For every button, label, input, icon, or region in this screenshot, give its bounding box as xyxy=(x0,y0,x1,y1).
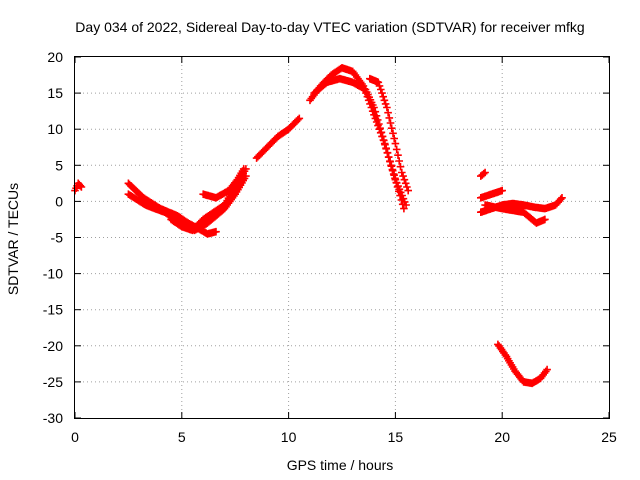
series-arc-5b xyxy=(477,186,506,202)
data-point-cluster xyxy=(481,201,549,227)
y-tick-label: -15 xyxy=(43,302,63,318)
y-tick-label: -30 xyxy=(43,410,63,426)
series-arc-2d xyxy=(199,165,248,202)
series-arc-6 xyxy=(494,340,551,388)
y-tick-label: 15 xyxy=(47,85,63,101)
x-tick-label: 20 xyxy=(494,429,510,445)
data-marks-layer xyxy=(71,64,566,388)
y-tick-label: -25 xyxy=(43,374,63,390)
series-arc-5a xyxy=(477,168,489,180)
data-point-cluster xyxy=(310,74,408,213)
series-arc-5d xyxy=(481,201,549,227)
y-axis-label: SDTVAR / TECUs xyxy=(5,183,21,295)
series-arc-4b xyxy=(310,74,408,213)
data-point-cluster xyxy=(477,168,489,180)
y-tick-label: -20 xyxy=(43,338,63,354)
data-point-cluster xyxy=(477,186,506,202)
y-tick-label: 5 xyxy=(55,157,63,173)
x-tick-label: 10 xyxy=(281,429,297,445)
chart-title: Day 034 of 2022, Sidereal Day-to-day VTE… xyxy=(75,19,584,35)
ticks-layer: 0 5 10 15 20 25 -30 -25 -20 -15 -10 -5 0 5 10 15 20 xyxy=(43,49,617,445)
data-point-cluster xyxy=(494,340,551,388)
y-tick-label: 20 xyxy=(47,49,63,65)
y-tick-label: -10 xyxy=(43,266,63,282)
series-arc-3 xyxy=(252,114,304,162)
series-arc-4c xyxy=(366,74,412,195)
x-tick-label: 0 xyxy=(71,429,79,445)
x-tick-label: 5 xyxy=(178,429,186,445)
x-tick-label: 25 xyxy=(601,429,617,445)
y-tick-label: 0 xyxy=(55,193,63,209)
y-tick-label: -5 xyxy=(51,230,64,246)
data-point-cluster xyxy=(199,165,248,202)
data-point-cluster xyxy=(366,74,412,195)
x-tick-label: 15 xyxy=(388,429,404,445)
y-tick-label: 10 xyxy=(47,121,63,137)
x-axis-label: GPS time / hours xyxy=(287,457,394,473)
data-point-cluster xyxy=(252,114,304,162)
plot-frame xyxy=(74,56,610,419)
